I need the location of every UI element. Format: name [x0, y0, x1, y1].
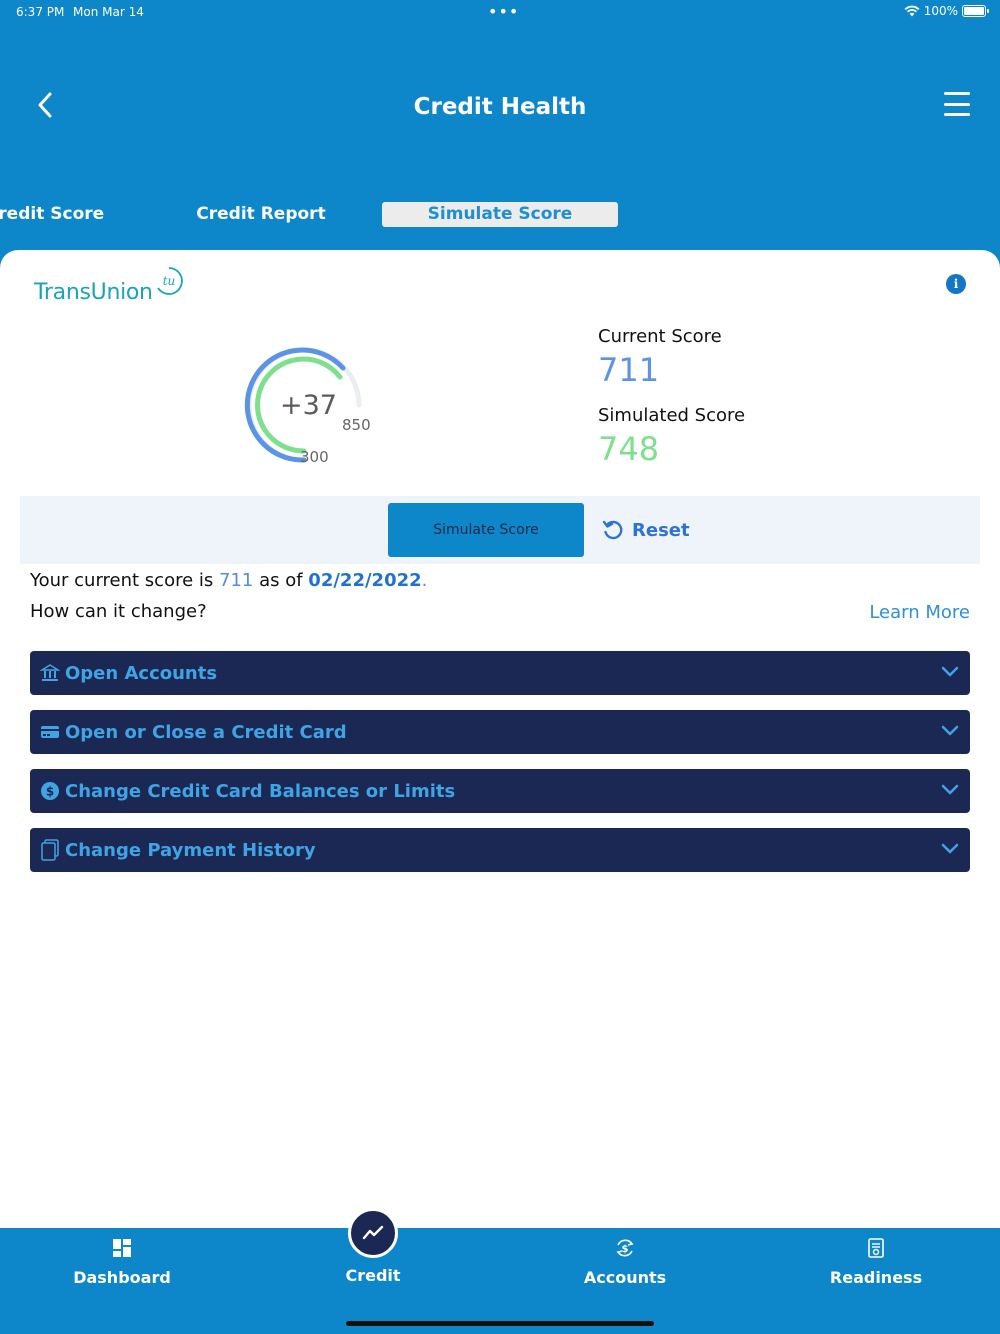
status-date: Mon Mar 14 — [73, 5, 144, 19]
change-question: How can it change? — [30, 601, 207, 622]
summary-date: 02/22/2022 — [308, 570, 422, 591]
simulated-score-label: Simulated Score — [598, 405, 746, 426]
score-summary: Your current score is 711 as of 02/22/20… — [30, 570, 427, 591]
tabbar-item-dashboard[interactable]: Dashboard — [32, 1236, 212, 1287]
chevron-left-icon — [38, 92, 52, 118]
status-time: 6:37 PM — [16, 5, 65, 19]
tabbar-item-accounts[interactable]: $ Accounts — [535, 1236, 715, 1287]
gauge-simulated-arc — [255, 356, 343, 454]
summary-middle: as of — [253, 570, 309, 591]
battery-percent: 100% — [923, 4, 958, 18]
chevron-down-icon — [941, 843, 959, 854]
reset-icon — [602, 520, 623, 540]
accordion-credit-card[interactable]: Open or Close a Credit Card — [30, 710, 970, 754]
accordion-label: Change Credit Card Balances or Limits — [65, 780, 456, 802]
summary-suffix: . — [421, 570, 428, 591]
navigation-header: Credit Health — [0, 70, 1000, 150]
chevron-down-icon — [941, 725, 959, 736]
reset-button[interactable]: Reset — [602, 516, 690, 544]
summary-prefix: Your current score is — [30, 570, 219, 591]
wifi-icon — [904, 5, 920, 17]
gauge-current-arc — [244, 347, 346, 463]
bank-icon — [39, 662, 61, 684]
tabbar-label: Accounts — [583, 1268, 667, 1287]
credit-card-icon — [39, 721, 61, 743]
score-delta: +37 — [280, 390, 337, 421]
current-score-label: Current Score — [598, 326, 722, 347]
score-values: Current Score 711 Simulated Score 748 — [598, 326, 898, 468]
bottom-tab-bar: Dashboard Credit $ Accounts — [0, 1208, 1000, 1334]
gauge-max-label: 850 — [342, 416, 371, 434]
accordion-open-accounts[interactable]: Open Accounts — [30, 651, 970, 695]
status-bar: 6:37 PM Mon Mar 14 ••• 100% — [0, 0, 1000, 26]
accordion-label: Change Payment History — [65, 839, 316, 861]
accounts-icon: $ — [535, 1236, 715, 1260]
hamburger-menu-icon[interactable] — [944, 92, 970, 116]
accordion-balances-limits[interactable]: $ Change Credit Card Balances or Limits — [30, 769, 970, 813]
simulate-score-button[interactable]: Simulate Score — [388, 503, 584, 557]
back-button[interactable] — [30, 88, 60, 122]
tabbar-item-credit[interactable]: Credit — [283, 1266, 463, 1285]
action-bar: Simulate Score Reset — [20, 496, 980, 564]
reset-label: Reset — [632, 519, 690, 541]
documents-icon — [39, 839, 61, 861]
status-indicators: 100% — [904, 4, 989, 18]
gauge-ring — [244, 347, 362, 463]
tabbar-label: Readiness — [829, 1268, 923, 1287]
transunion-logo: TransUnion tu — [34, 266, 184, 310]
tab-credit-report[interactable]: Credit Report — [196, 204, 326, 224]
chevron-down-icon — [941, 666, 959, 677]
simulate-score-card: TransUnion tu i +37 850 300 Current Scor… — [0, 250, 1000, 1230]
logo-mark-text: tu — [163, 274, 176, 288]
chevron-down-icon — [941, 784, 959, 795]
readiness-icon — [786, 1236, 966, 1260]
accordion-payment-history[interactable]: Change Payment History — [30, 828, 970, 872]
accordion-label: Open or Close a Credit Card — [65, 721, 347, 743]
home-indicator[interactable] — [346, 1321, 654, 1326]
learn-more-link[interactable]: Learn More — [869, 602, 970, 623]
tabbar-label: Dashboard — [73, 1268, 171, 1287]
tab-credit-score[interactable]: Credit Score — [0, 204, 105, 224]
dashboard-icon — [32, 1236, 212, 1260]
battery-icon — [962, 5, 989, 17]
tabbar-label: Credit — [345, 1266, 401, 1285]
svg-text:$: $ — [46, 785, 54, 799]
multitasking-dots-icon[interactable]: ••• — [488, 2, 520, 21]
tu-logo-mark: tu — [157, 267, 183, 295]
gauge-min-label: 300 — [300, 448, 329, 466]
accordion-label: Open Accounts — [65, 662, 218, 684]
score-gauge: +37 850 300 — [240, 340, 390, 480]
simulated-score-value: 748 — [598, 430, 660, 468]
tabbar-item-readiness[interactable]: Readiness — [786, 1236, 966, 1287]
trend-line-icon[interactable] — [348, 1208, 398, 1258]
dollar-coin-icon: $ — [39, 780, 61, 802]
page-title: Credit Health — [413, 94, 587, 120]
info-icon[interactable]: i — [946, 274, 966, 294]
logo-text: TransUnion — [34, 280, 153, 305]
credit-tabs: Credit Score Credit Report Simulate Scor… — [0, 200, 1000, 230]
current-score-value: 711 — [598, 351, 660, 389]
summary-score: 711 — [219, 570, 254, 591]
tab-simulate-score[interactable]: Simulate Score — [382, 202, 618, 227]
svg-text:$: $ — [622, 1244, 629, 1255]
